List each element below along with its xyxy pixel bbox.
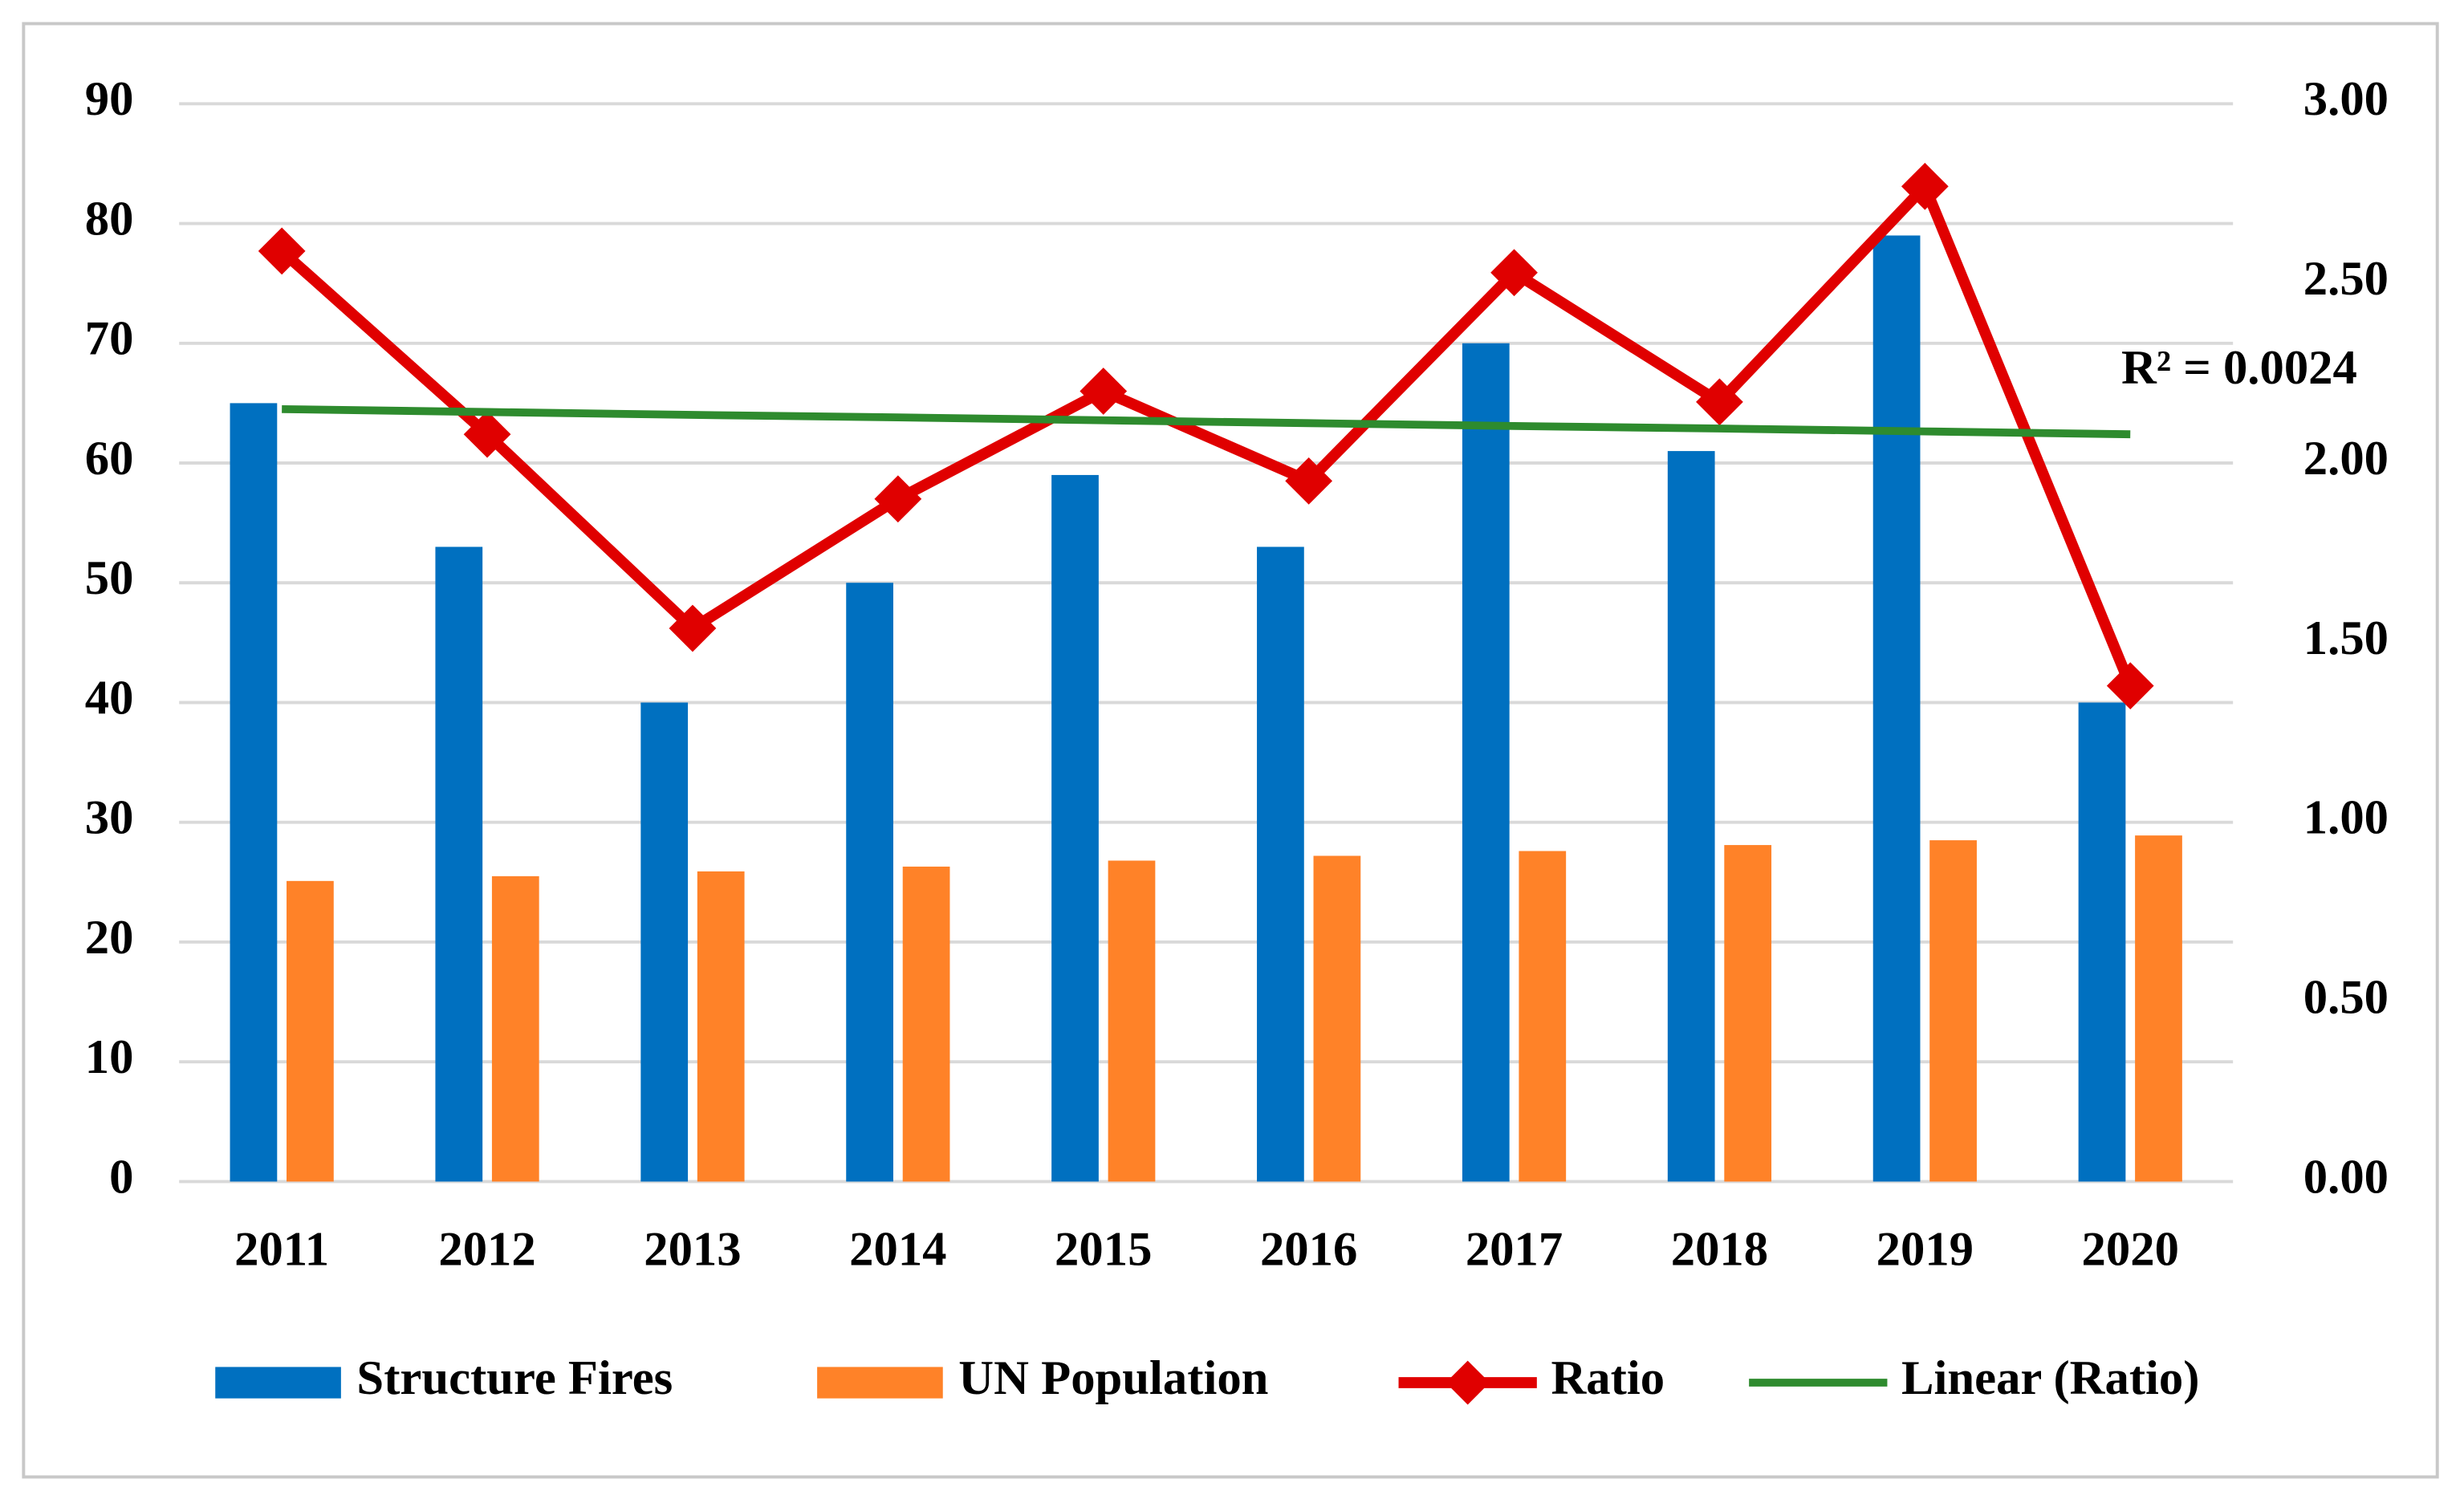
- y2-tick-label: 0.50: [2303, 970, 2389, 1024]
- y-tick-label: 0: [109, 1150, 133, 1204]
- annotation: R² = 0.0024: [2121, 341, 2357, 395]
- x-tick-label: 2014: [849, 1222, 946, 1276]
- y2-tick-label: 1.50: [2303, 611, 2389, 665]
- y2-tick-label: 0.00: [2303, 1150, 2389, 1204]
- y2-tick-label: 2.50: [2303, 252, 2389, 306]
- x-tick-label: 2017: [1466, 1222, 1563, 1276]
- x-tick-label: 2013: [644, 1222, 741, 1276]
- ratio-line: [278, 181, 2136, 689]
- bar: [2135, 835, 2182, 1182]
- bar: [435, 546, 483, 1182]
- bar: [1051, 474, 1099, 1182]
- ratio-marker: [1696, 378, 1743, 426]
- y2-tick-label: 1.00: [2303, 791, 2389, 845]
- ratio-marker: [463, 410, 511, 458]
- legend-label: UN Population: [958, 1351, 1268, 1405]
- ratio-marker: [258, 227, 306, 275]
- y2-tick-label: 2.00: [2303, 432, 2389, 485]
- y-tick-label: 30: [85, 791, 134, 845]
- y-tick-label: 10: [85, 1030, 134, 1084]
- ratio-marker: [669, 604, 717, 652]
- bar: [1462, 343, 1510, 1182]
- chart-border: [22, 22, 2439, 1479]
- x-tick-label: 2015: [1055, 1222, 1152, 1276]
- bar: [640, 702, 689, 1182]
- x-tick-label: 2016: [1260, 1222, 1357, 1276]
- bar: [1872, 235, 1921, 1182]
- legend-swatch: [215, 1367, 341, 1399]
- bar: [287, 880, 334, 1182]
- bar: [230, 403, 278, 1182]
- ratio-marker: [1080, 368, 1128, 415]
- trend-line: [282, 404, 2131, 439]
- legend-label: Structure Fires: [356, 1351, 673, 1405]
- bar: [1667, 451, 1715, 1182]
- x-tick-label: 2019: [1876, 1222, 1974, 1276]
- y-tick-label: 20: [85, 911, 134, 965]
- bar: [1313, 855, 1361, 1182]
- x-tick-label: 2020: [2082, 1222, 2179, 1276]
- ratio-marker: [1901, 162, 1949, 210]
- legend-label: Linear (Ratio): [1901, 1351, 2199, 1405]
- bar: [902, 866, 950, 1182]
- y-tick-label: 80: [85, 192, 134, 246]
- bar: [1724, 845, 1772, 1182]
- y2-tick-label: 3.00: [2303, 72, 2389, 126]
- bar: [1519, 851, 1567, 1182]
- bar: [846, 583, 893, 1182]
- legend-swatch: [817, 1367, 943, 1399]
- y-tick-label: 70: [85, 312, 134, 366]
- y-tick-label: 90: [85, 72, 134, 126]
- ratio-marker: [1285, 457, 1333, 505]
- bar: [2078, 702, 2126, 1182]
- legend-label: Ratio: [1551, 1351, 1665, 1405]
- bar: [491, 875, 539, 1182]
- bar: [1257, 546, 1304, 1182]
- y-tick-label: 40: [85, 671, 134, 725]
- ratio-marker: [874, 475, 922, 523]
- bar: [697, 871, 745, 1182]
- x-tick-label: 2012: [438, 1222, 535, 1276]
- x-tick-label: 2018: [1671, 1222, 1768, 1276]
- y-tick-label: 60: [85, 432, 134, 485]
- y-tick-label: 50: [85, 551, 134, 605]
- ratio-marker: [2106, 662, 2154, 709]
- bar: [1929, 840, 1977, 1182]
- bar: [1108, 860, 1156, 1182]
- x-tick-label: 2011: [234, 1222, 329, 1276]
